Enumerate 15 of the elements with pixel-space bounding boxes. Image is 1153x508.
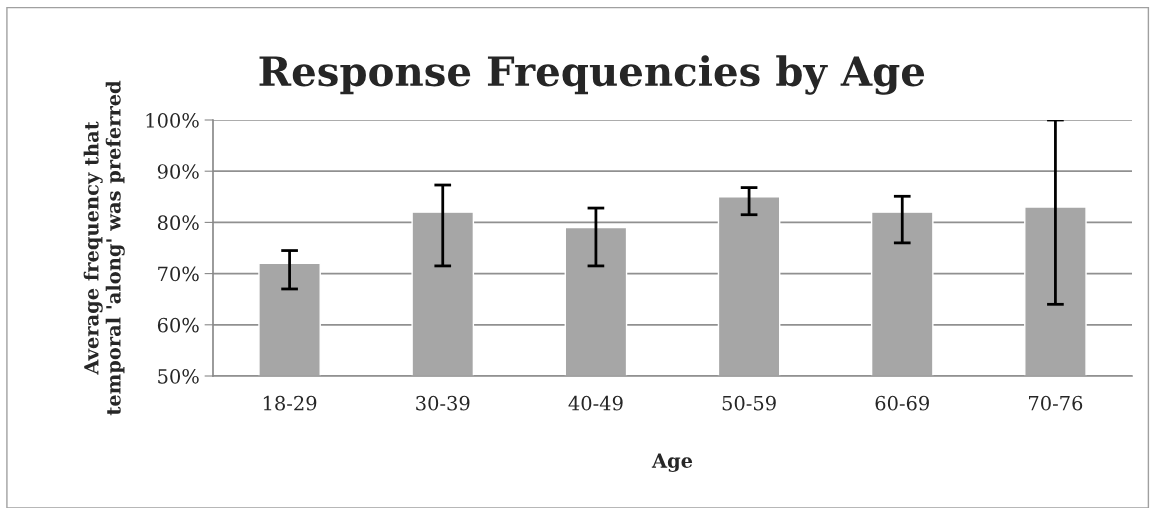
y-tick-label: 80% <box>157 215 199 231</box>
x-tick-label: 60-69 <box>875 395 929 411</box>
x-tick-label: 70-76 <box>1029 395 1083 411</box>
y-tick-label: 70% <box>158 266 199 282</box>
y-tick-label: 90% <box>157 164 199 179</box>
x-tick-label: 50-59 <box>722 395 776 411</box>
chart-title: Response Frequencies by Age <box>259 55 925 95</box>
y-axis-title: Average frequency that temporal 'along' was preferred <box>83 80 125 416</box>
x-tick-label: 18-29 <box>263 395 317 411</box>
x-tick-label: 30-39 <box>416 395 470 411</box>
x-tick-label: 40-49 <box>568 395 623 411</box>
x-axis-title: Age <box>651 453 693 472</box>
y-tick-label: 50% <box>158 368 199 384</box>
y-tick-label: 60% <box>157 317 199 333</box>
y-tick-label: 100% <box>146 112 199 128</box>
